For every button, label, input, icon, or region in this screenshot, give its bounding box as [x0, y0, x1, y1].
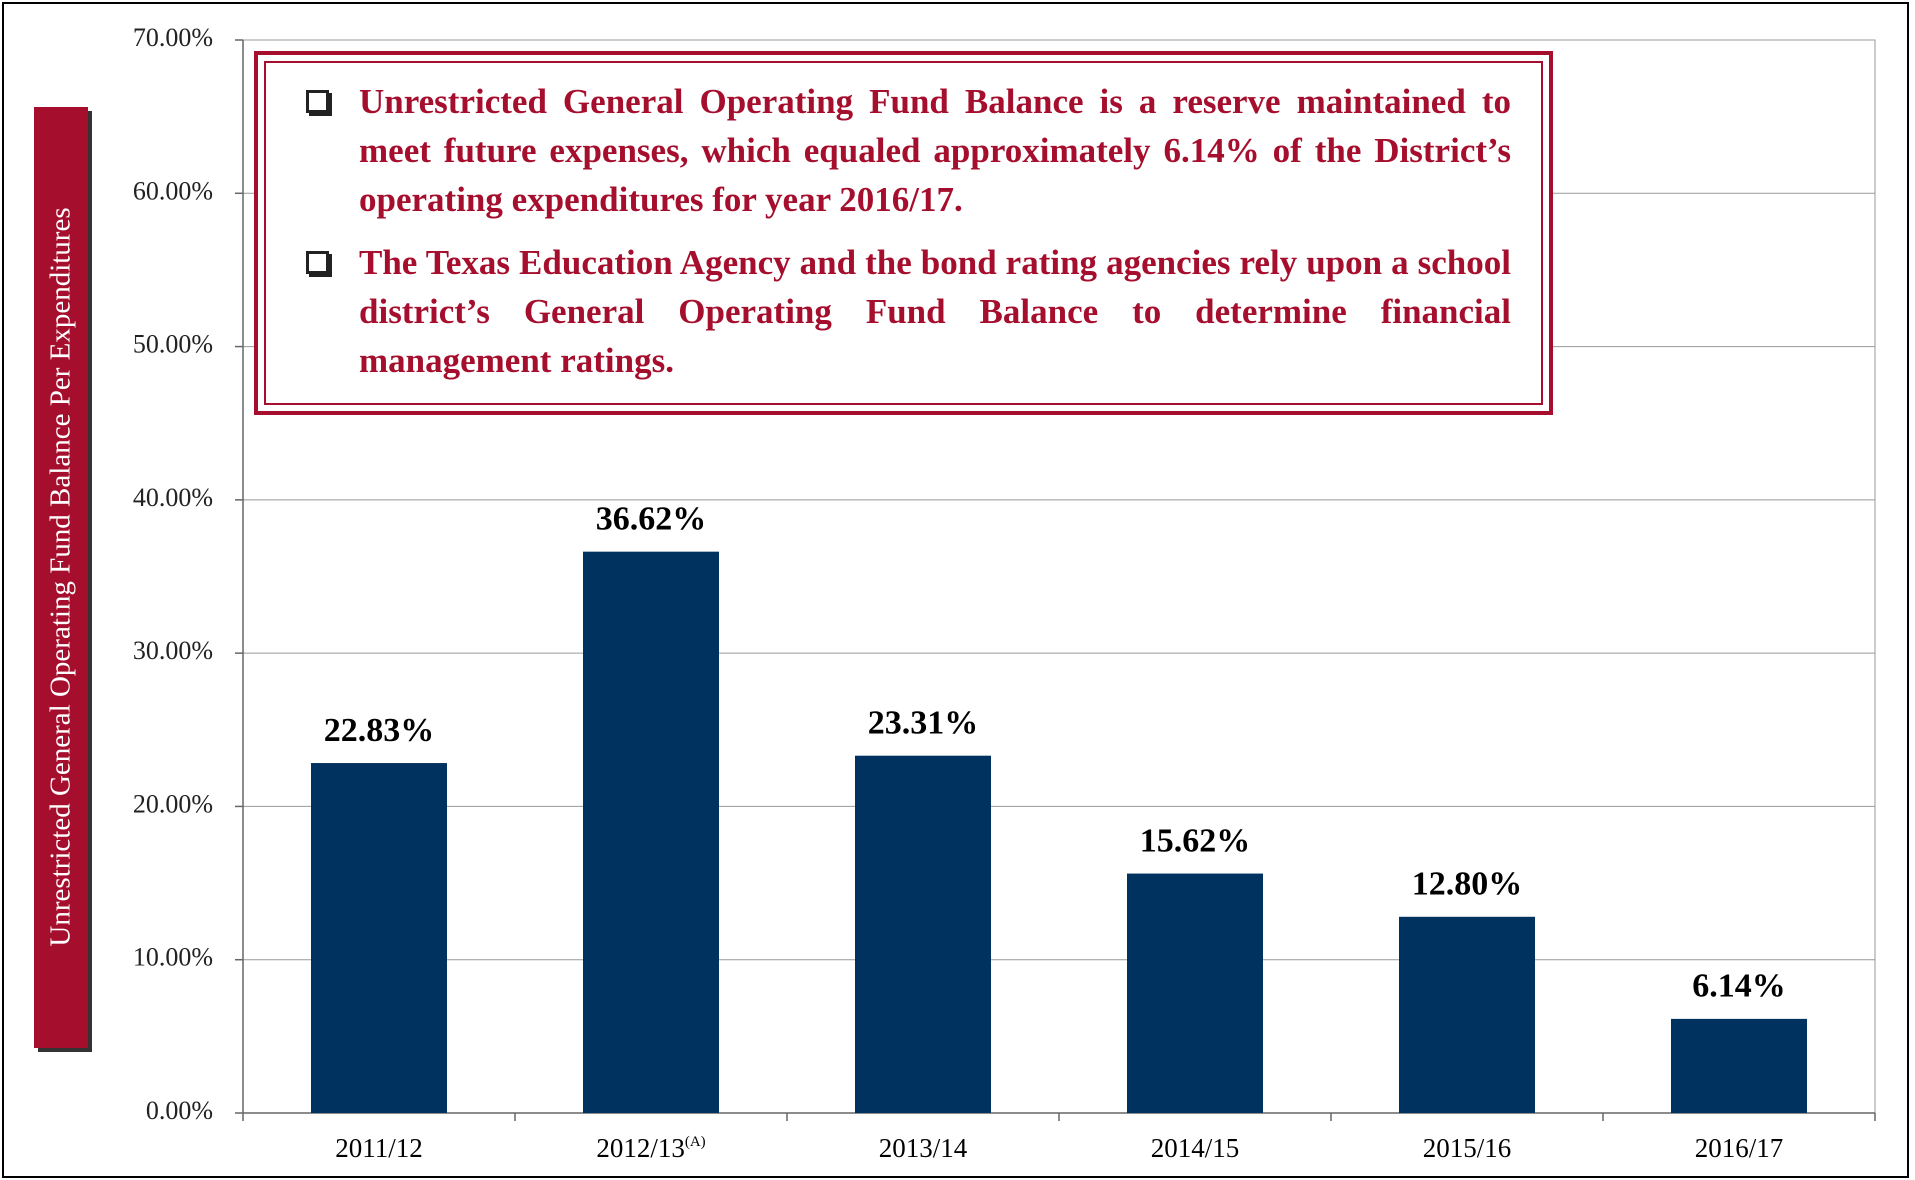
- y-tick-label: 60.00%: [133, 176, 213, 205]
- data-label: 6.14%: [1692, 968, 1786, 1005]
- y-tick-label: 0.00%: [146, 1096, 213, 1125]
- bar: [311, 763, 447, 1113]
- data-label: 36.62%: [596, 500, 707, 537]
- x-tick-label: 2013/14: [879, 1133, 968, 1163]
- x-tick-label: 2016/17: [1695, 1133, 1784, 1163]
- y-tick-label: 70.00%: [133, 23, 213, 52]
- note-box: Unrestricted General Operating Fund Bala…: [254, 51, 1553, 415]
- y-axis-label-box: Unrestricted General Operating Fund Bala…: [34, 107, 88, 1048]
- x-tick-label-text: 2011/12: [335, 1133, 423, 1163]
- y-tick-label: 20.00%: [133, 789, 213, 818]
- note: Unrestricted General Operating Fund Bala…: [306, 77, 1511, 224]
- data-label: 12.80%: [1412, 866, 1523, 903]
- data-label: 23.31%: [868, 704, 979, 741]
- x-tick-label: 2012/13(A): [596, 1133, 705, 1163]
- x-tick-label-text: 2013/14: [879, 1133, 968, 1163]
- bar: [583, 551, 719, 1113]
- data-label: 15.62%: [1140, 822, 1251, 859]
- x-tick-label-text: 2012/13: [596, 1133, 685, 1163]
- y-axis-label: Unrestricted General Operating Fund Bala…: [44, 207, 77, 947]
- x-tick-label-text: 2014/15: [1151, 1133, 1240, 1163]
- bar: [1127, 873, 1263, 1113]
- bar: [1399, 916, 1535, 1113]
- x-tick-label: 2015/16: [1423, 1133, 1512, 1163]
- y-tick-label: 30.00%: [133, 636, 213, 665]
- note: The Texas Education Agency and the bond …: [306, 238, 1511, 385]
- data-label: 22.83%: [324, 712, 435, 749]
- x-tick-label: 2014/15: [1151, 1133, 1240, 1163]
- y-tick-label: 50.00%: [133, 330, 213, 359]
- x-tick-label: 2011/12: [335, 1133, 423, 1163]
- x-tick-superscript: (A): [685, 1134, 706, 1150]
- bar: [855, 755, 991, 1113]
- y-tick-label: 10.00%: [133, 943, 213, 972]
- x-tick-label-text: 2015/16: [1423, 1133, 1512, 1163]
- bar: [1671, 1018, 1807, 1113]
- x-tick-label-text: 2016/17: [1695, 1133, 1784, 1163]
- y-tick-label: 40.00%: [133, 483, 213, 512]
- note-box-inner: Unrestricted General Operating Fund Bala…: [264, 61, 1543, 405]
